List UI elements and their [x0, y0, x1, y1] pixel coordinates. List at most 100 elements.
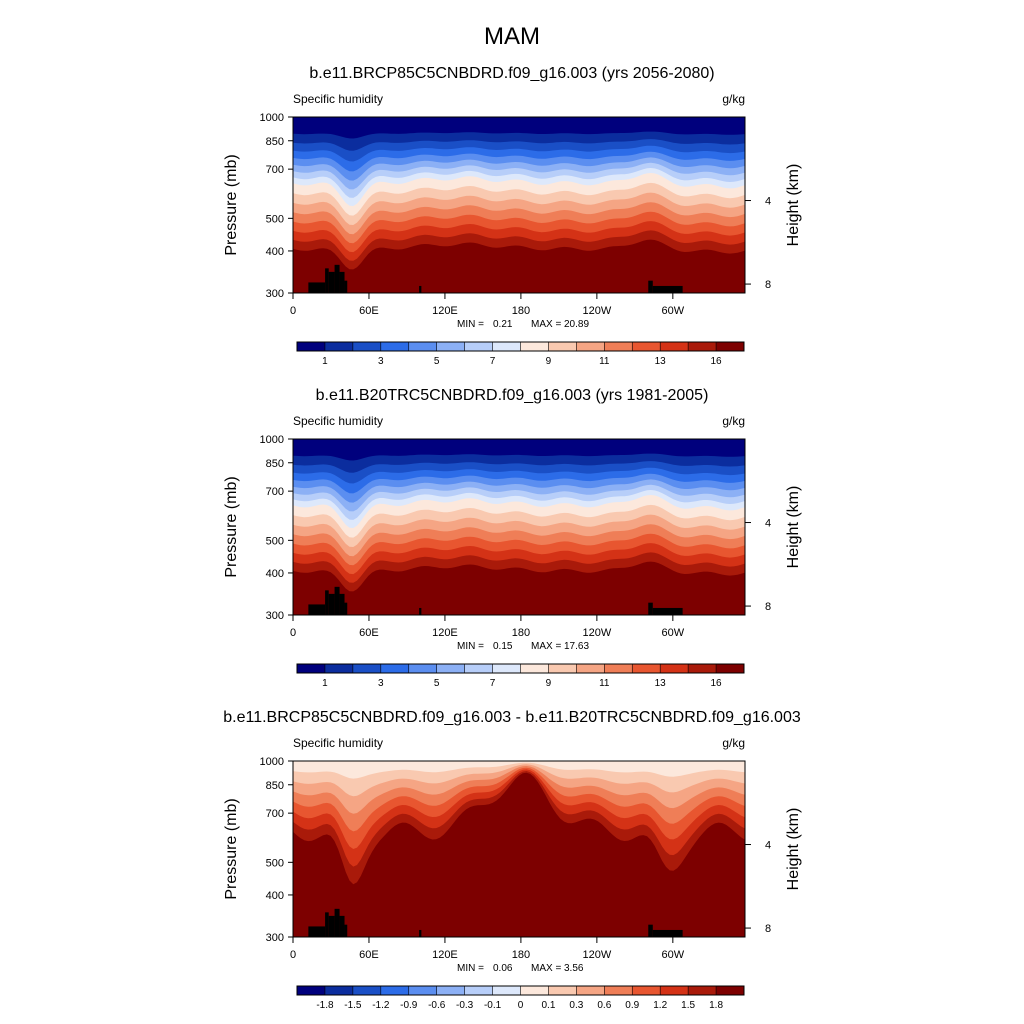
x-tick-label: 120E — [432, 949, 458, 961]
max-label: MAX = — [531, 963, 561, 974]
colorbar-label: -0.1 — [484, 1000, 502, 1011]
colorbar-label: 0.1 — [541, 1000, 555, 1011]
colorbar-swatch — [324, 342, 354, 351]
colorbar-swatch — [297, 986, 326, 995]
colorbar-label: 1 — [322, 356, 328, 367]
colorbar-swatch — [380, 342, 410, 351]
y2-tick-label: 8 — [765, 601, 771, 613]
x-tick-label: 60E — [359, 305, 379, 317]
colorbar-swatch — [324, 664, 354, 673]
y2-tick-label: 4 — [765, 518, 771, 530]
max-value: 3.56 — [564, 963, 584, 974]
colorbar-label: 3 — [378, 356, 384, 367]
x-tick-label: 120W — [582, 305, 611, 317]
units-label: g/kg — [722, 92, 745, 106]
y2-axis-label: Height (km) — [785, 808, 802, 891]
colorbar-label: 5 — [434, 678, 440, 689]
contour-band — [293, 561, 745, 615]
x-tick-label: 120E — [432, 305, 458, 317]
colorbar-swatch — [688, 664, 717, 673]
y2-axis-label: Height (km) — [785, 164, 802, 247]
colorbar-swatch — [297, 664, 326, 673]
topography — [334, 264, 340, 293]
panel-title: b.e11.B20TRC5CNBDRD.f09_g16.003 (yrs 198… — [316, 387, 709, 404]
colorbar-swatch — [492, 342, 521, 351]
colorbar-swatch — [604, 986, 633, 995]
colorbar-label: 13 — [655, 356, 667, 367]
colorbar-label: 9 — [546, 356, 552, 367]
colorbar-label: 1.2 — [653, 1000, 667, 1011]
colorbar-swatch — [576, 342, 605, 351]
topography — [344, 602, 348, 615]
topography — [419, 607, 422, 615]
colorbar-swatch — [380, 664, 410, 673]
colorbar-swatch — [352, 664, 382, 673]
topography — [334, 908, 340, 937]
colorbar-swatch — [380, 986, 410, 995]
y-axis-label: Pressure (mb) — [223, 476, 240, 577]
colorbar-label: 16 — [711, 678, 723, 689]
min-value: 0.15 — [493, 641, 513, 652]
colorbar-swatch — [688, 342, 717, 351]
panel-1: b.e11.BRCP85C5CNBDRD.f09_g16.003 (yrs 20… — [223, 65, 802, 367]
colorbar-swatch — [408, 664, 437, 673]
y-tick-label: 700 — [266, 808, 284, 820]
topography — [648, 602, 653, 615]
x-tick-label: 180 — [512, 305, 530, 317]
colorbar-swatch — [297, 342, 326, 351]
min-value: 0.21 — [493, 319, 513, 330]
y-tick-label: 300 — [266, 288, 284, 300]
colorbar-swatch — [436, 986, 465, 995]
colorbar-swatch — [716, 986, 745, 995]
topography — [344, 280, 348, 293]
colorbar: 1 3 5 7 9 11 13 16 — [296, 341, 745, 367]
colorbar-swatch — [548, 342, 577, 351]
topography — [328, 593, 335, 615]
colorbar-label: 1.5 — [681, 1000, 695, 1011]
topography — [308, 604, 326, 615]
y-tick-label: 400 — [266, 568, 284, 580]
colorbar-label: 0.9 — [625, 1000, 639, 1011]
contour-band — [293, 239, 745, 293]
y2-tick-label: 4 — [765, 196, 771, 208]
y-tick-label: 1000 — [260, 112, 284, 124]
figure-title: MAM — [484, 23, 540, 50]
panel-title: b.e11.BRCP85C5CNBDRD.f09_g16.003 - b.e11… — [223, 709, 801, 726]
colorbar-swatch — [660, 342, 689, 351]
topography — [325, 590, 329, 615]
y2-tick-label: 4 — [765, 840, 771, 852]
colorbar-label: 16 — [711, 356, 723, 367]
x-tick-label: 0 — [290, 627, 296, 639]
topography — [308, 282, 326, 293]
y-tick-label: 500 — [266, 213, 284, 225]
topography — [308, 926, 326, 937]
y2-axis-label: Height (km) — [785, 486, 802, 569]
panel-2: b.e11.B20TRC5CNBDRD.f09_g16.003 (yrs 198… — [223, 387, 802, 689]
y-tick-label: 1000 — [260, 756, 284, 768]
colorbar-swatch — [576, 664, 605, 673]
panel-title: b.e11.BRCP85C5CNBDRD.f09_g16.003 (yrs 20… — [309, 65, 714, 82]
y-axis-label: Pressure (mb) — [223, 154, 240, 255]
colorbar-swatch — [520, 342, 549, 351]
x-tick-label: 180 — [512, 949, 530, 961]
colorbar-label: 0 — [518, 1000, 524, 1011]
max-label: MAX = — [531, 319, 561, 330]
colorbar-label: 11 — [599, 678, 610, 689]
variable-label: Specific humidity — [293, 414, 383, 428]
colorbar-swatch — [408, 986, 437, 995]
colorbar-swatch — [660, 664, 689, 673]
colorbar-swatch — [408, 342, 437, 351]
x-tick-label: 60E — [359, 949, 379, 961]
units-label: g/kg — [722, 414, 745, 428]
y-axis-label: Pressure (mb) — [223, 798, 240, 899]
y-tick-label: 300 — [266, 610, 284, 622]
colorbar-swatch — [716, 664, 745, 673]
x-tick-label: 60W — [662, 305, 685, 317]
topography — [652, 929, 683, 937]
colorbar-swatch — [492, 986, 521, 995]
colorbar-swatch — [464, 986, 493, 995]
colorbar-label: 0.6 — [597, 1000, 611, 1011]
x-tick-label: 120W — [582, 627, 611, 639]
y-tick-label: 500 — [266, 857, 284, 869]
